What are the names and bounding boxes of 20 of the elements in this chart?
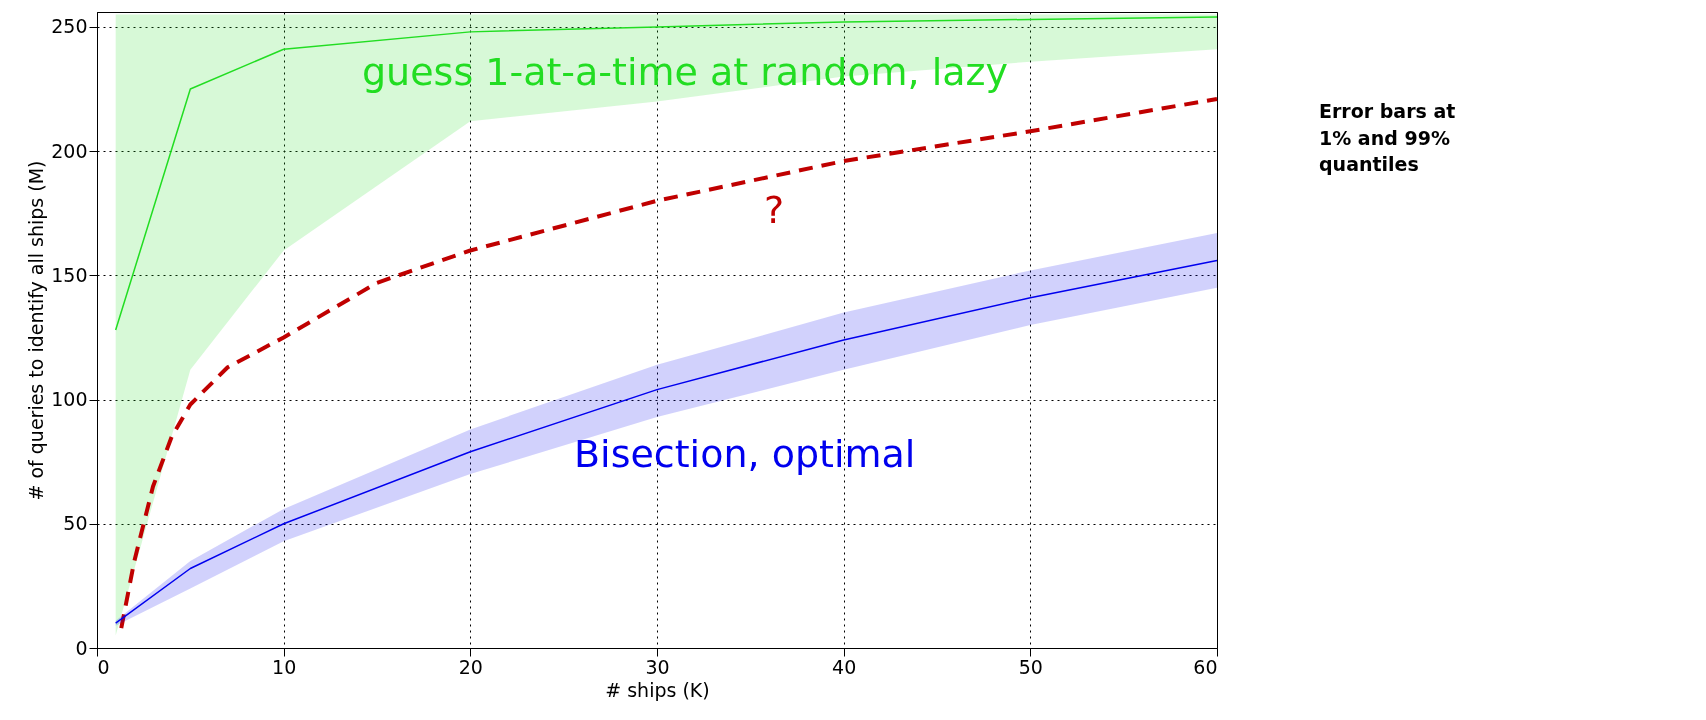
y-tick-label: 200 xyxy=(51,139,88,162)
x-tick-label: 10 xyxy=(272,655,297,678)
series-label: Bisection, optimal xyxy=(574,432,916,476)
x-tick-label: 40 xyxy=(832,655,857,678)
x-tick-label: 20 xyxy=(458,655,483,678)
text: Error bars at 1% and 99% quantiles xyxy=(1319,99,1457,178)
line-series xyxy=(114,16,1218,331)
x-tick-label: 30 xyxy=(645,655,670,678)
y-tick-label: 100 xyxy=(51,388,88,411)
y-tick-label: 250 xyxy=(51,15,88,38)
x-tick-label: 0 xyxy=(97,655,110,678)
y-tick-label: 50 xyxy=(63,512,88,535)
y-axis-title: # of queries to identify all ships (M) xyxy=(25,160,48,501)
series-label: ? xyxy=(764,188,785,232)
y-tick-label: 0 xyxy=(75,636,88,659)
x-tick-label: 50 xyxy=(1018,655,1043,678)
y-tick-label: 150 xyxy=(51,263,88,286)
x-tick-label: 60 xyxy=(1193,655,1218,678)
x-axis-title: # ships (K) xyxy=(605,678,710,701)
series-label: guess 1-at-a-time at random, lazy xyxy=(362,50,1009,94)
